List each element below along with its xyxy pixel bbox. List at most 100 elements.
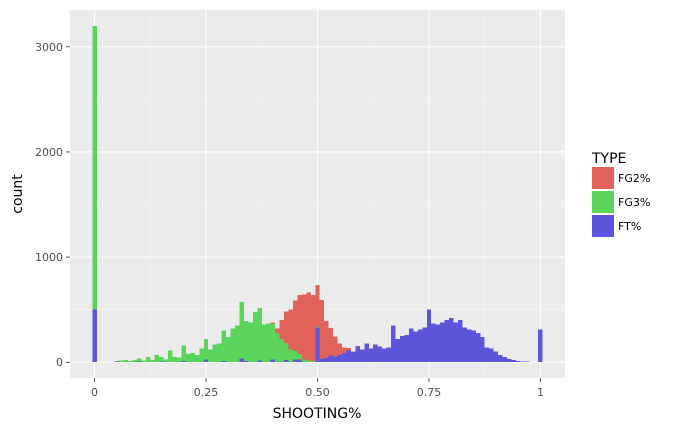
histogram-bar (400, 335, 405, 363)
histogram-bar (292, 351, 298, 360)
histogram-bar (373, 344, 378, 363)
histogram-bar (310, 361, 316, 363)
legend-label: FG2% (618, 172, 650, 185)
histogram-bar (297, 359, 302, 363)
histogram-bar (270, 359, 276, 363)
x-axis-title: SHOOTING% (273, 406, 362, 422)
histogram-bar (172, 356, 178, 363)
legend-title: TYPE (591, 151, 626, 167)
histogram-bar (288, 349, 293, 363)
legend-key (592, 191, 614, 213)
histogram-bar (515, 361, 521, 363)
histogram-bar (127, 361, 133, 363)
histogram-bar (185, 353, 191, 363)
histogram-bar (257, 360, 262, 363)
histogram-bar (355, 346, 360, 363)
histogram-bar (279, 339, 285, 363)
histogram-bar (346, 350, 351, 363)
histogram-bar (315, 327, 320, 363)
histogram-bar (150, 360, 155, 363)
histogram-bar (226, 336, 231, 363)
histogram-bar (114, 361, 120, 362)
histogram-bars (92, 25, 543, 363)
histogram-bar (163, 359, 169, 363)
y-tick-label: 0 (56, 356, 63, 369)
histogram-bar (132, 360, 137, 363)
histogram-bar (239, 301, 244, 359)
histogram-bar (453, 322, 458, 363)
x-tick-label: 0.25 (194, 386, 219, 399)
histogram-bar (489, 348, 494, 363)
histogram-bar (457, 320, 463, 363)
histogram-bar (136, 361, 142, 363)
legend-label: FG3% (618, 196, 650, 209)
histogram-bar (208, 349, 213, 363)
legend: TYPE FG2% FG3% FT% (591, 151, 650, 237)
x-tick-label: 0 (91, 386, 98, 399)
histogram-bar (266, 323, 271, 363)
histogram-bar (239, 358, 244, 363)
histogram-bar (217, 343, 222, 363)
histogram-bar (319, 359, 325, 363)
histogram-bar (413, 331, 418, 363)
histogram-bar (141, 360, 146, 363)
histogram-bar (524, 361, 530, 363)
histogram-bar (342, 347, 347, 353)
histogram-bar (92, 309, 97, 363)
y-tick-label: 2000 (35, 146, 63, 159)
x-tick-label: 0.50 (305, 386, 330, 399)
histogram-bar (471, 330, 476, 363)
histogram-bar (408, 328, 414, 363)
histogram-bar (248, 322, 253, 363)
histogram-bar (284, 359, 289, 363)
histogram-bar (159, 361, 164, 363)
histogram-bar (328, 328, 334, 356)
histogram-bar (426, 309, 432, 363)
histogram-bar (395, 339, 400, 363)
histogram-bar (92, 25, 97, 310)
histogram-bar (203, 359, 209, 363)
histogram-bar (181, 361, 186, 363)
histogram-bar (145, 356, 151, 363)
histogram-bar (292, 300, 298, 352)
histogram-bar (377, 346, 383, 363)
histogram-bar (243, 360, 249, 363)
histogram-bar (221, 330, 227, 361)
histogram-bar (306, 360, 311, 363)
x-tick-label: 1 (537, 386, 544, 399)
histogram-bar (431, 323, 436, 363)
histogram-bar (364, 343, 369, 363)
histogram-bar (203, 339, 209, 360)
histogram-bar (359, 349, 365, 363)
histogram-bar (520, 361, 525, 363)
histogram-bar (342, 352, 347, 363)
histogram-bar (252, 311, 258, 363)
histogram-bar (159, 357, 164, 362)
histogram-bar (484, 347, 490, 363)
histogram-bar (310, 294, 316, 362)
y-axis-ticks: 0 1000 2000 3000 (35, 41, 70, 369)
histogram-bar (114, 361, 120, 363)
histogram-bar (257, 307, 262, 361)
histogram-bar (190, 352, 195, 363)
histogram-bar (261, 324, 267, 363)
histogram-bar (154, 354, 160, 363)
histogram-bar (136, 358, 142, 362)
histogram-bar (230, 328, 235, 363)
histogram-bar (315, 327, 320, 328)
histogram-bar (462, 327, 467, 363)
y-axis-title: count (10, 174, 26, 214)
histogram-bar (507, 359, 512, 363)
histogram-bar (297, 354, 302, 360)
histogram-bar (350, 352, 356, 363)
histogram-bar (168, 350, 173, 363)
histogram-bar (493, 351, 499, 363)
histogram-bar (440, 322, 445, 363)
histogram-bar (333, 336, 338, 357)
histogram-bar (502, 356, 508, 363)
histogram-bar (221, 360, 227, 363)
histogram-bar (382, 348, 387, 363)
histogram-bar (181, 345, 186, 362)
histogram-bar (511, 360, 516, 363)
